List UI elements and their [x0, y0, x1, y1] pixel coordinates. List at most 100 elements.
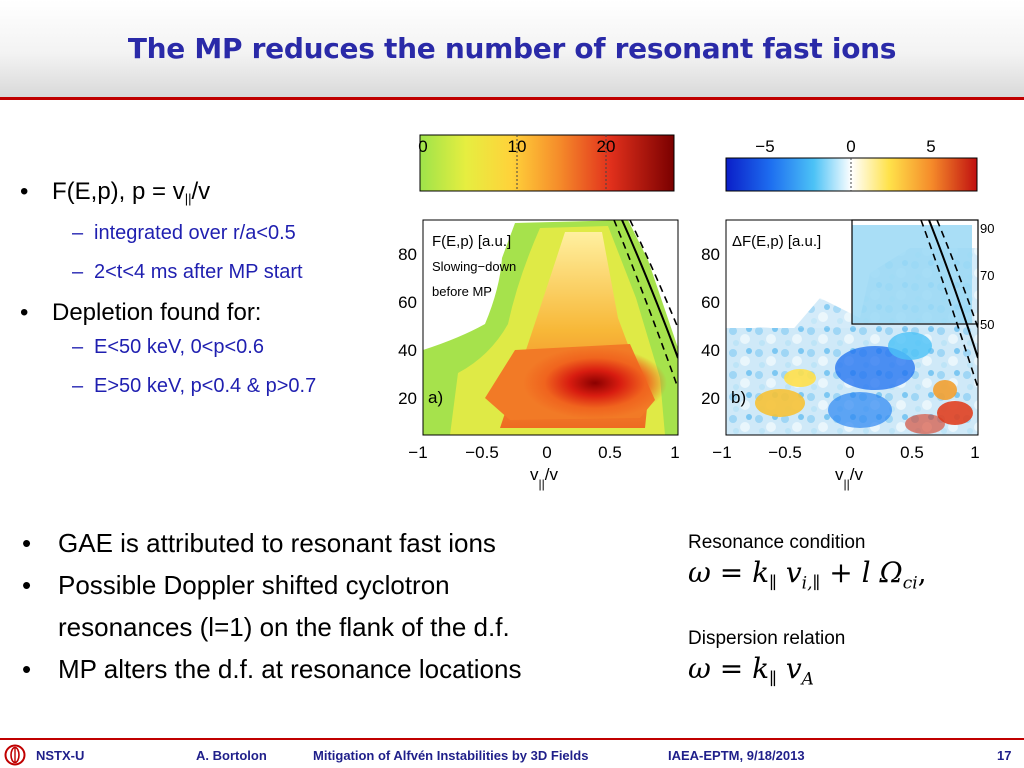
footer-meeting: IAEA-EPTM, 9/18/2013 [668, 748, 805, 763]
y-tick-b: 60 [701, 293, 720, 312]
x-label-b: v||/v [835, 465, 863, 491]
panel-a-note: Slowing−down [432, 259, 516, 274]
heatmap-b-positive [784, 369, 816, 387]
panel-b-label: ΔF(E,p) [a.u.] [732, 233, 821, 250]
bullet-text-after: /v [191, 178, 211, 205]
bullet-dot: • [22, 570, 32, 600]
x-label-a-sub: || [539, 477, 545, 491]
x-tick-b: 1 [970, 443, 979, 462]
x-label-a-main: v [530, 465, 539, 484]
x-label-b-main: v [835, 465, 844, 484]
sub-bullet-high-energy: – E>50 keV, p<0.4 & p>0.7 [14, 374, 394, 398]
heatmap-a [423, 220, 678, 435]
sub-bullet-integrated: – integrated over r/a<0.5 [14, 221, 394, 245]
bullet-text: integrated over r/a<0.5 [94, 222, 296, 244]
bullet-gae: • GAE is attributed to resonant fast ion… [14, 522, 634, 564]
footer-author: A. Bortolon [196, 748, 267, 763]
axes-a-frame [422, 219, 679, 436]
right-tick-b: 70 [980, 268, 994, 283]
colorbar-a-tick: 0 [418, 137, 427, 156]
dispersion-relation-label: Dispersion relation [688, 628, 846, 649]
x-tick-b: 0 [845, 443, 854, 462]
x-label-b-after: /v [850, 465, 864, 484]
heatmap-b-negative [888, 332, 932, 360]
footer: NSTX-U A. Bortolon Mitigation of Alfvén … [0, 742, 1024, 768]
nstx-logo-icon [4, 744, 26, 766]
panel-b: −5 0 5 ΔF(E,p) [a.u.] b) 80 60 40 20 [701, 137, 994, 491]
x-tick-a: 0.5 [598, 443, 622, 462]
bullet-text: Depletion found for: [52, 299, 262, 326]
distribution-function-figure: 0 10 20 F(E,p) [a.u.] Slowing−down befor… [398, 134, 994, 491]
y-tick-b: 40 [701, 341, 720, 360]
y-tick-a: 60 [398, 293, 417, 312]
heatmap-b-positive [937, 401, 973, 425]
heatmap-a-peak [523, 347, 667, 419]
panel-a-label: F(E,p) [a.u.] [432, 233, 511, 250]
resonance-curve [621, 220, 678, 359]
footer-page-number: 17 [997, 748, 1012, 763]
colorbar-b-tick: 0 [846, 137, 855, 156]
bullet-text: GAE is attributed to resonant fast ions [58, 528, 496, 558]
y-tick-a: 20 [398, 389, 417, 408]
colorbar-a-tick: 20 [597, 137, 616, 156]
bullet-dash: – [72, 375, 84, 397]
panel-a: 0 10 20 F(E,p) [a.u.] Slowing−down befor… [398, 134, 680, 491]
y-tick-a: 40 [398, 341, 417, 360]
footer-org: NSTX-U [36, 748, 85, 763]
x-tick-a: −1 [408, 443, 427, 462]
bullet-dot: • [20, 178, 29, 205]
bullet-dot: • [22, 654, 32, 684]
dispersion-equation: ω = k∥ vA [688, 652, 814, 690]
x-tick-a: 0 [542, 443, 551, 462]
bullet-dot: • [20, 299, 29, 326]
x-tick-b: 0.5 [900, 443, 924, 462]
footer-talk-title: Mitigation of Alfvén Instabilities by 3D… [313, 748, 589, 763]
x-label-a-after: /v [545, 465, 559, 484]
slide-title: The MP reduces the number of resonant fa… [127, 32, 897, 65]
bullet-dash: – [72, 261, 84, 283]
bullet-doppler-continued: resonances (l=1) on the flank of the d.f… [14, 606, 634, 648]
x-tick-b: −1 [712, 443, 731, 462]
resonance-curve [928, 220, 978, 359]
heatmap-b-negative [835, 346, 915, 390]
heatmap-b-negative [828, 392, 892, 428]
heatmap-b-positive [933, 380, 957, 400]
x-label-a: v||/v [530, 465, 558, 491]
heatmap-b-depleted-box [852, 225, 972, 323]
bottom-bullet-list: • GAE is attributed to resonant fast ion… [14, 522, 634, 690]
bullet-doppler: • Possible Doppler shifted cyclotron [14, 564, 634, 606]
resonance-curve-dashed [920, 220, 978, 389]
colorbar-a [419, 134, 675, 192]
y-tick-a: 80 [398, 245, 417, 264]
title-bar: The MP reduces the number of resonant fa… [0, 0, 1024, 100]
y-tick-b: 20 [701, 389, 720, 408]
resonance-curve-dashed [936, 220, 978, 329]
sub-bullet-low-energy: – E<50 keV, 0<p<0.6 [14, 335, 394, 359]
x-label-b-sub: || [844, 477, 850, 491]
bullet-text: 2<t<4 ms after MP start [94, 261, 303, 283]
panel-a-note: before MP [432, 284, 492, 299]
x-tick-a: −0.5 [465, 443, 499, 462]
colorbar-b-tick: 5 [926, 137, 935, 156]
x-tick-a: 1 [670, 443, 679, 462]
panel-b-tag: b) [731, 388, 746, 407]
bullet-text: E<50 keV, 0<p<0.6 [94, 336, 264, 358]
bullet-dot: • [22, 528, 32, 558]
resonance-condition-label: Resonance condition [688, 532, 866, 553]
bullet-mp-alters: • MP alters the d.f. at resonance locati… [14, 648, 634, 690]
axes-b-frame [725, 219, 979, 436]
heatmap-b-positive [905, 414, 945, 434]
bullet-dash: – [72, 336, 84, 358]
top-bullet-list: • F(E,p), p = v||/v – integrated over r/… [14, 178, 394, 413]
sub-bullet-time-window: – 2<t<4 ms after MP start [14, 260, 394, 284]
y-tick-b: 80 [701, 245, 720, 264]
bullet-text: resonances (l=1) on the flank of the d.f… [58, 612, 510, 642]
heatmap-b [726, 220, 978, 435]
bullet-fep: • F(E,p), p = v||/v [14, 178, 394, 213]
heatmap-b-positive [755, 389, 805, 417]
panel-a-tag: a) [428, 388, 443, 407]
bullet-depletion: • Depletion found for: [14, 299, 394, 327]
bullet-text: F(E,p), p = v [52, 178, 185, 205]
bullet-subscript: || [184, 191, 192, 206]
colorbar-b-tick: −5 [755, 137, 774, 156]
